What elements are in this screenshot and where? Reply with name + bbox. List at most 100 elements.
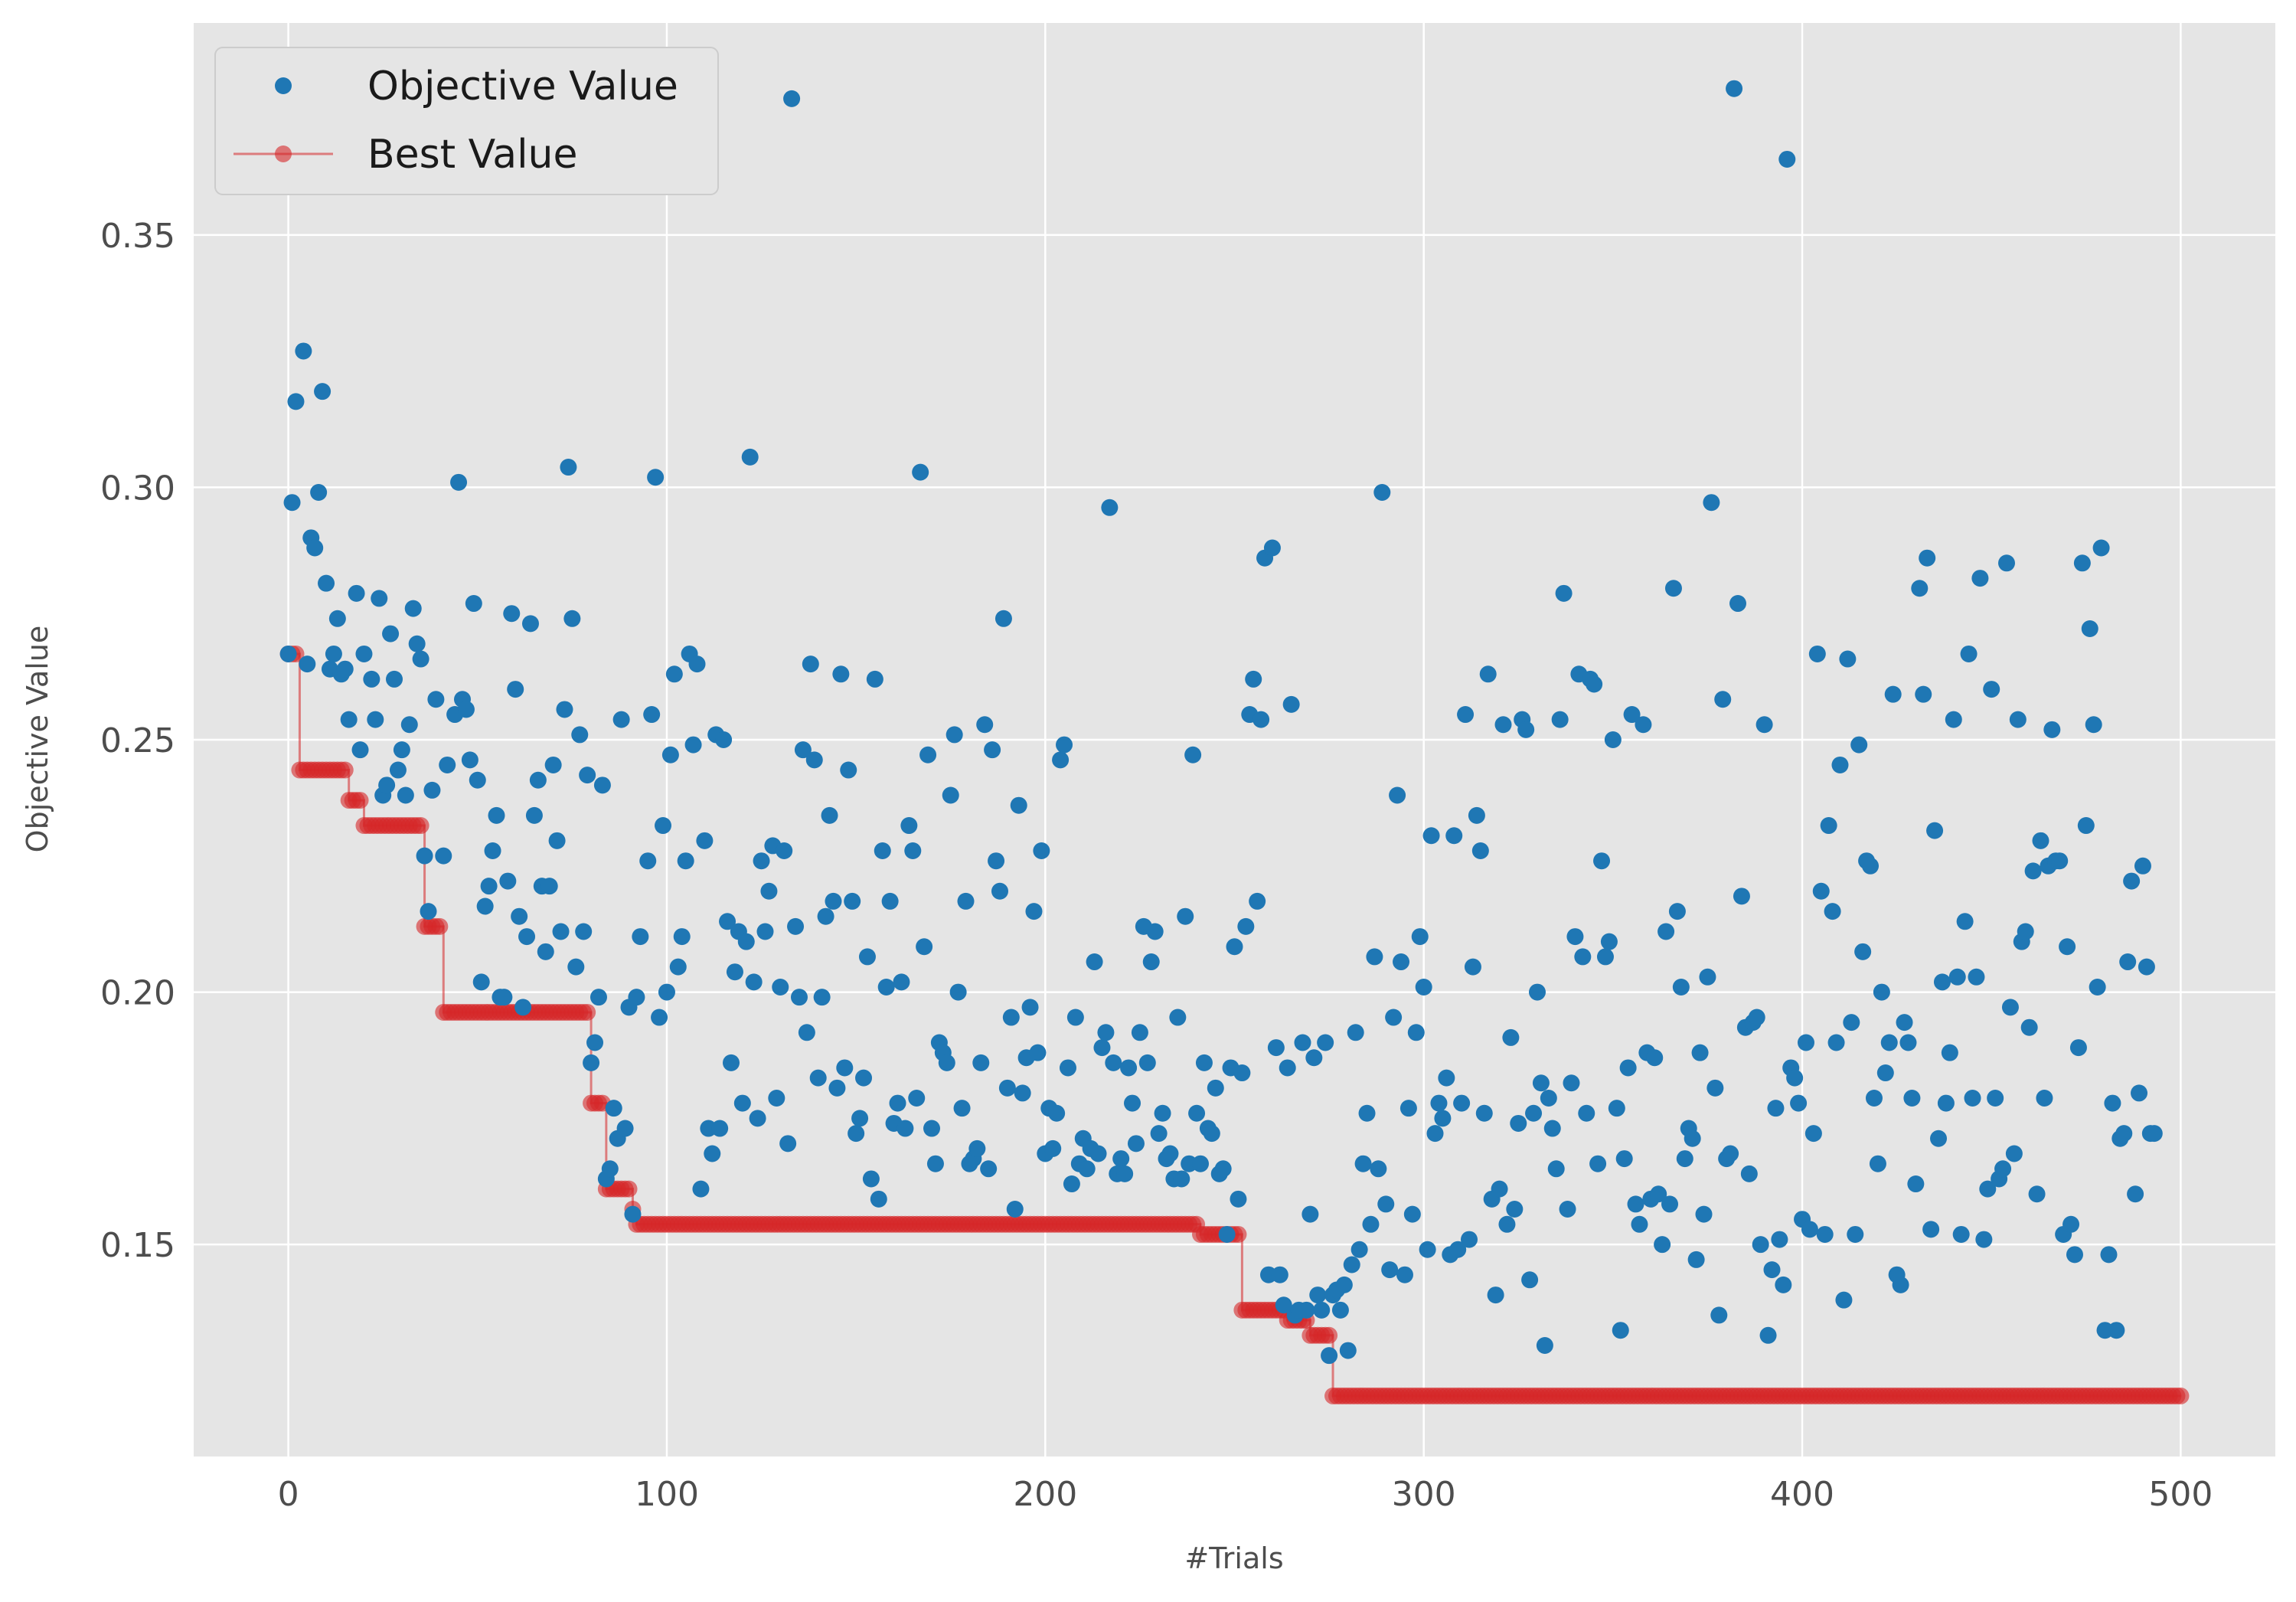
objective-point [1555, 584, 1573, 602]
objective-point [1263, 539, 1281, 557]
objective-point [1093, 1039, 1111, 1057]
objective-point [541, 878, 558, 895]
objective-point [643, 706, 661, 724]
objective-point [1528, 983, 1546, 1001]
objective-point [760, 882, 778, 900]
objective-point [1975, 1231, 1993, 1248]
objective-point [1827, 1034, 1845, 1051]
objective-point [1275, 1296, 1292, 1314]
objective-point [511, 907, 528, 925]
objective-point [518, 928, 536, 946]
objective-point [639, 852, 657, 870]
objective-point [1593, 852, 1611, 870]
y-axis-title: Objective Value [21, 626, 54, 853]
objective-point [669, 958, 687, 976]
objective-point [382, 625, 400, 642]
objective-point [1862, 857, 1880, 875]
objective-point [1790, 1094, 1808, 1112]
objective-point [1271, 1266, 1288, 1283]
objective-point [1801, 1221, 1818, 1238]
objective-point [1305, 1049, 1323, 1067]
objective-point [722, 1054, 740, 1071]
objective-point [1354, 1155, 1372, 1172]
objective-point [737, 933, 755, 950]
objective-point [900, 817, 918, 835]
objective-point [336, 660, 354, 678]
objective-point [1714, 691, 1732, 708]
objective-point [1479, 665, 1497, 683]
objective-point [2066, 1246, 2083, 1264]
objective-point [2062, 1215, 2080, 1233]
objective-point [503, 605, 521, 623]
x-tick-label: 200 [1013, 1475, 1077, 1514]
objective-point [1086, 953, 1103, 971]
objective-point [805, 751, 823, 769]
objective-point [1411, 928, 1429, 946]
objective-point [998, 1079, 1016, 1097]
objective-point [749, 1110, 766, 1127]
objective-point [1956, 913, 1974, 930]
objective-point [1733, 888, 1750, 905]
objective-point [1294, 1034, 1311, 1051]
objective-point [1317, 1034, 1334, 1051]
objective-point [688, 656, 706, 673]
objective-point [1941, 1044, 1958, 1061]
objective-point [832, 665, 850, 683]
objective-point [2134, 857, 2151, 875]
objective-point [1407, 1024, 1425, 1041]
objective-point [1536, 1336, 1553, 1354]
objective-point [548, 832, 566, 849]
objective-point [908, 1090, 926, 1107]
objective-point [472, 973, 490, 991]
objective-point [1385, 1009, 1403, 1026]
objective-point [389, 761, 407, 779]
objective-point [1063, 1175, 1080, 1193]
x-tick-label: 500 [2148, 1475, 2213, 1514]
objective-point [919, 746, 937, 763]
objective-point [1052, 751, 1070, 769]
objective-point [2036, 1090, 2053, 1107]
objective-point [1850, 736, 1868, 754]
objective-point [1044, 1139, 1062, 1157]
objective-point [870, 1190, 887, 1208]
objective-point [484, 842, 501, 860]
objective-point [1578, 1104, 1595, 1122]
objective-point [889, 1094, 906, 1112]
objective-point [673, 928, 691, 946]
objective-point [1661, 1195, 1679, 1213]
objective-point [2145, 1125, 2163, 1143]
objective-point [753, 852, 770, 870]
objective-point [325, 645, 342, 662]
objective-point [1422, 827, 1440, 845]
objective-point [1491, 1180, 1508, 1198]
objective-point [1964, 1090, 1981, 1107]
objective-point [972, 1054, 990, 1071]
objective-point [2092, 539, 2110, 557]
objective-point [1237, 917, 1255, 935]
objective-point [1089, 1145, 1107, 1162]
objective-point [1933, 973, 1951, 991]
objective-point [1430, 1094, 1448, 1112]
objective-point [1706, 1079, 1724, 1097]
objective-point [310, 484, 328, 502]
objective-point [1025, 903, 1043, 920]
objective-point [556, 701, 573, 718]
objective-point [715, 731, 733, 748]
objective-point [1608, 1100, 1625, 1117]
objective-point [665, 665, 683, 683]
objective-point [579, 767, 596, 784]
objective-point [1517, 721, 1535, 738]
objective-point [416, 847, 433, 865]
objective-point [583, 1054, 600, 1071]
objective-point [465, 595, 482, 613]
objective-point [1604, 731, 1622, 748]
objective-point [412, 650, 429, 668]
objective-point [1922, 1221, 1940, 1238]
objective-point [1010, 796, 1027, 814]
objective-point [1313, 1301, 1331, 1319]
objective-point [1676, 1150, 1693, 1168]
objective-point [586, 1034, 604, 1051]
objective-point [1540, 1090, 1557, 1107]
objective-point [1979, 1180, 1997, 1198]
